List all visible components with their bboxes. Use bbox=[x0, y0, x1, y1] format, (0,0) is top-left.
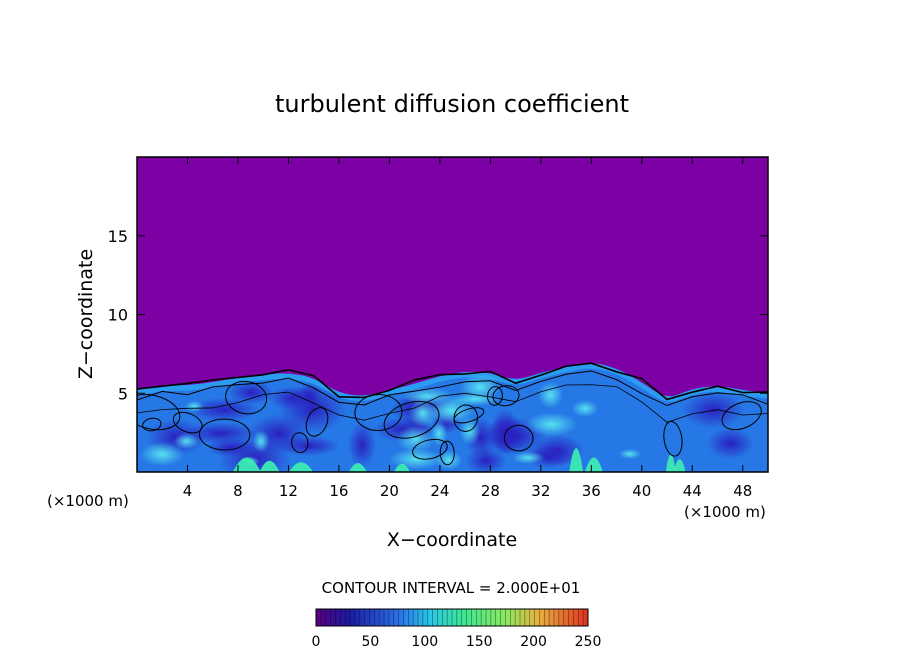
eddy-swirl bbox=[388, 448, 444, 470]
turbulence-field bbox=[137, 362, 768, 472]
contour-loop bbox=[487, 386, 503, 406]
y-tick-label: 5 bbox=[118, 384, 128, 403]
contour-line bbox=[137, 370, 768, 407]
colorbar-tick-label: 100 bbox=[411, 634, 438, 650]
contour-line bbox=[137, 384, 768, 423]
colorbar-tick-label: 150 bbox=[466, 634, 493, 650]
x-tick-label: 8 bbox=[233, 482, 243, 500]
eddy-core bbox=[188, 397, 259, 422]
colorbar-tick-label: 0 bbox=[312, 634, 321, 650]
contour-loop bbox=[225, 380, 268, 415]
high-diffusion-plume bbox=[569, 448, 584, 472]
eddy-swirl bbox=[525, 412, 578, 437]
x-axis-ticks: 4 8 12 16 20 24 28 32 36 40 44 48 bbox=[183, 157, 752, 500]
x-unit-right: (×1000 m) bbox=[684, 503, 766, 521]
colorbar-tick-label: 200 bbox=[520, 634, 547, 650]
eddy-swirl bbox=[427, 396, 475, 425]
x-unit-left: (×1000 m) bbox=[47, 492, 129, 510]
contour-loop bbox=[721, 401, 762, 431]
eddy-swirl bbox=[252, 430, 270, 453]
x-tick-label: 28 bbox=[481, 482, 500, 500]
high-diffusion-plume bbox=[348, 463, 367, 472]
high-diffusion-plume bbox=[673, 459, 686, 472]
contour-loop bbox=[492, 385, 520, 407]
y-tick-label: 10 bbox=[108, 306, 128, 325]
contour-interval-note: CONTOUR INTERVAL = 2.000E+01 bbox=[322, 579, 581, 597]
colorbar: 0 50 100 150 200 250 bbox=[312, 608, 602, 650]
y-tick-label: 15 bbox=[108, 227, 128, 246]
contour-loop bbox=[291, 432, 309, 454]
contour-loop bbox=[305, 407, 329, 437]
eddy-swirl bbox=[571, 399, 599, 418]
contour-loop bbox=[354, 394, 403, 431]
eddy-core bbox=[707, 427, 754, 460]
x-axis-label: X−coordinate bbox=[387, 529, 517, 551]
y-axis-label: Z−coordinate bbox=[75, 249, 97, 379]
high-diffusion-plume bbox=[289, 462, 314, 472]
high-diffusion-plume bbox=[394, 463, 411, 472]
colorbar-tick-label: 250 bbox=[575, 634, 602, 650]
high-diffusion-plume bbox=[232, 457, 261, 472]
high-diffusion-plume bbox=[665, 454, 676, 472]
eddy-swirl bbox=[618, 448, 642, 459]
colorbar-tick-labels: 0 50 100 150 200 250 bbox=[312, 634, 602, 650]
eddy-core bbox=[490, 408, 520, 456]
high-diffusion-plume bbox=[584, 457, 603, 472]
x-tick-label: 16 bbox=[329, 482, 348, 500]
colorbar-tick-label: 50 bbox=[361, 634, 379, 650]
eddy-core bbox=[347, 421, 376, 468]
chart-title: turbulent diffusion coefficient bbox=[275, 90, 629, 118]
x-tick-label: 44 bbox=[683, 482, 702, 500]
x-tick-label: 40 bbox=[632, 482, 651, 500]
x-tick-label: 24 bbox=[430, 482, 449, 500]
eddy-core bbox=[465, 447, 507, 472]
x-tick-label: 48 bbox=[733, 482, 752, 500]
x-tick-label: 32 bbox=[531, 482, 550, 500]
contour-line bbox=[137, 362, 768, 401]
eddy-swirl bbox=[396, 425, 435, 454]
contour-loop bbox=[412, 438, 448, 460]
x-tick-label: 20 bbox=[380, 482, 399, 500]
eddy-swirl bbox=[459, 417, 481, 446]
x-tick-label: 36 bbox=[582, 482, 601, 500]
contour-loop bbox=[142, 417, 162, 432]
eddy-swirl bbox=[512, 451, 545, 464]
eddy-core bbox=[206, 437, 254, 457]
x-tick-label: 4 bbox=[183, 482, 193, 500]
eddy-swirl bbox=[184, 400, 204, 413]
contour-loop bbox=[383, 400, 440, 439]
eddy-core bbox=[227, 380, 275, 405]
eddy-swirl bbox=[173, 433, 199, 450]
contour-loop bbox=[198, 418, 251, 451]
eddy-swirl bbox=[435, 450, 463, 471]
eddy-swirl bbox=[139, 442, 185, 467]
contour-loop bbox=[172, 411, 203, 434]
x-tick-label: 12 bbox=[279, 482, 298, 500]
eddy-swirl bbox=[537, 381, 564, 409]
contour-loop bbox=[663, 420, 683, 457]
contour-loop bbox=[503, 424, 534, 452]
y-axis-ticks: 5 10 15 bbox=[108, 227, 768, 403]
contour-loop bbox=[453, 404, 479, 432]
high-diffusion-plume bbox=[259, 460, 280, 472]
contour-loop bbox=[439, 440, 455, 466]
contour-loop bbox=[137, 393, 181, 431]
